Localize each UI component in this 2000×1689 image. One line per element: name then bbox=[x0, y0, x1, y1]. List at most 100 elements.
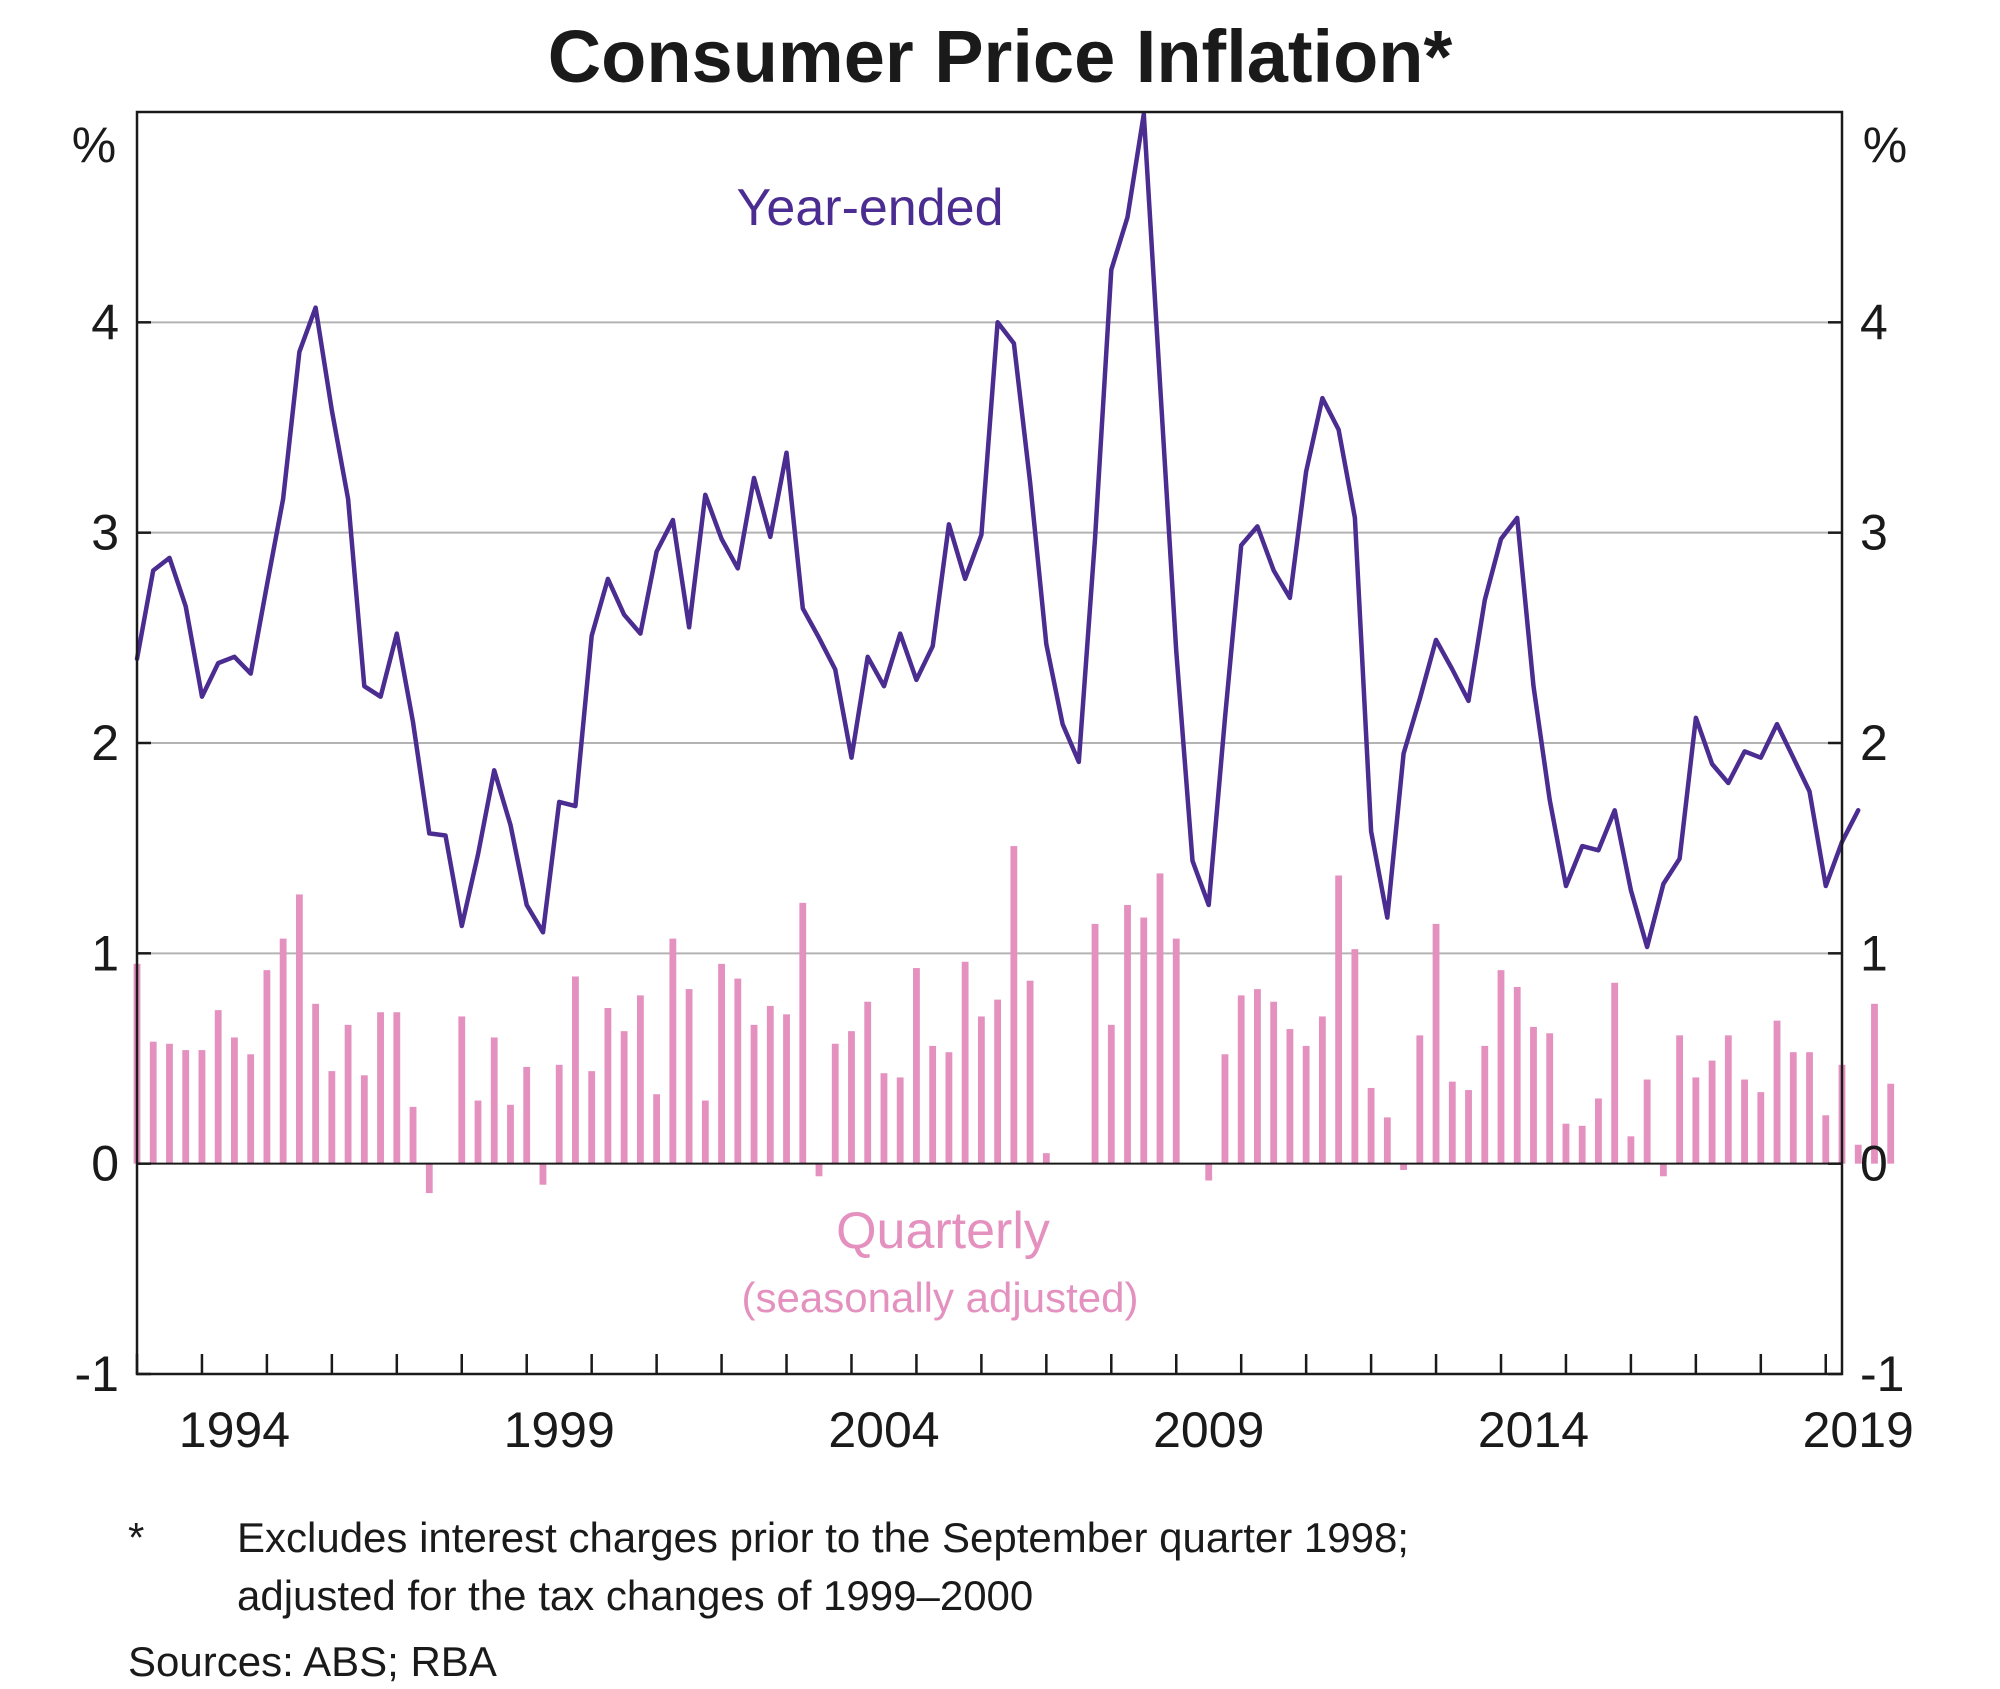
quarterly-bar-12 bbox=[328, 1071, 336, 1164]
quarterly-bar-4 bbox=[198, 1050, 206, 1164]
quarterly-bar-43 bbox=[831, 1043, 839, 1164]
quarterly-bar-83 bbox=[1481, 1045, 1489, 1164]
y-tick-label-left: 2 bbox=[91, 715, 119, 771]
quarterly-bar-77 bbox=[1383, 1117, 1391, 1164]
footnote-marker: * bbox=[128, 1514, 144, 1561]
quarterly-bar-93 bbox=[1643, 1079, 1651, 1164]
quarterly-bar-68 bbox=[1237, 995, 1245, 1164]
x-tick-label-2009: 2009 bbox=[1153, 1402, 1264, 1458]
quarterly-bar-39 bbox=[766, 1005, 774, 1164]
chart-title: Consumer Price Inflation* bbox=[548, 15, 1453, 98]
quarterly-bar-97 bbox=[1708, 1060, 1716, 1164]
quarterly-label: Quarterly bbox=[836, 1202, 1050, 1260]
quarterly-bar-71 bbox=[1286, 1029, 1294, 1164]
quarterly-bar-104 bbox=[1822, 1115, 1830, 1164]
quarterly-bar-48 bbox=[913, 968, 920, 1164]
quarterly-bar-59 bbox=[1091, 923, 1099, 1164]
quarterly-bar-79 bbox=[1416, 1035, 1424, 1164]
quarterly-bar-69 bbox=[1254, 989, 1261, 1164]
quarterly-bar-6 bbox=[231, 1037, 238, 1164]
y-tick-label-left: 0 bbox=[91, 1136, 119, 1192]
quarterly-bar-27 bbox=[572, 976, 579, 1164]
sources-note: Sources: ABS; RBA bbox=[128, 1638, 497, 1685]
x-tick-label-2004: 2004 bbox=[828, 1402, 939, 1458]
quarterly-bar-61 bbox=[1124, 904, 1131, 1164]
quarterly-bar-101 bbox=[1773, 1020, 1781, 1164]
y-tick-label-right: -1 bbox=[1860, 1346, 1904, 1402]
y-tick-label-right: 4 bbox=[1860, 294, 1888, 350]
y-tick-label-right: 0 bbox=[1860, 1136, 1888, 1192]
quarterly-bar-78 bbox=[1400, 1163, 1407, 1170]
quarterly-bar-92 bbox=[1627, 1136, 1635, 1164]
quarterly-bar-100 bbox=[1757, 1092, 1765, 1164]
quarterly-bar-90 bbox=[1595, 1098, 1602, 1164]
y-tick-label-right: 3 bbox=[1860, 505, 1888, 561]
quarterly-bar-21 bbox=[474, 1100, 482, 1164]
quarterly-bar-74 bbox=[1335, 875, 1343, 1164]
quarterly-bar-47 bbox=[896, 1077, 904, 1164]
y-axis-unit-left: % bbox=[72, 117, 116, 173]
quarterly-bar-98 bbox=[1724, 1035, 1732, 1164]
quarterly-bar-1 bbox=[149, 1041, 157, 1164]
quarterly-bar-20 bbox=[458, 1016, 466, 1164]
gridlines bbox=[137, 321, 1842, 955]
quarterly-bar-37 bbox=[734, 978, 742, 1164]
quarterly-bar-62 bbox=[1140, 917, 1148, 1164]
x-tick-label-1999: 1999 bbox=[504, 1402, 615, 1458]
y-tick-label-right: 1 bbox=[1860, 925, 1888, 981]
quarterly-bar-11 bbox=[312, 1003, 320, 1164]
quarterly-bar-76 bbox=[1367, 1087, 1375, 1164]
quarterly-bar-15 bbox=[377, 1012, 384, 1164]
quarterly-bar-80 bbox=[1432, 923, 1440, 1164]
quarterly-bar-52 bbox=[977, 1016, 985, 1164]
quarterly-bar-87 bbox=[1546, 1033, 1554, 1164]
quarterly-bar-7 bbox=[247, 1054, 255, 1164]
quarterly-bar-55 bbox=[1026, 980, 1034, 1164]
quarterly-bar-53 bbox=[994, 999, 1002, 1164]
quarterly-bar-31 bbox=[636, 995, 644, 1164]
quarterly-bar-26 bbox=[555, 1064, 563, 1164]
quarterly-bar-10 bbox=[295, 894, 303, 1164]
quarterly-bar-30 bbox=[620, 1031, 628, 1164]
quarterly-bar-99 bbox=[1741, 1079, 1748, 1164]
y-tick-label-left: 1 bbox=[91, 925, 119, 981]
quarterly-bar-75 bbox=[1351, 949, 1359, 1164]
quarterly-bar-44 bbox=[848, 1031, 855, 1164]
x-tick-label-2014: 2014 bbox=[1478, 1402, 1589, 1458]
quarterly-bar-89 bbox=[1578, 1125, 1586, 1164]
quarterly-bar-34 bbox=[685, 989, 693, 1164]
quarterly-bar-41 bbox=[799, 902, 807, 1164]
quarterly-bar-81 bbox=[1448, 1081, 1456, 1164]
quarterly-bar-56 bbox=[1042, 1153, 1050, 1164]
quarterly-bar-86 bbox=[1530, 1026, 1537, 1164]
quarterly-bar-45 bbox=[864, 1001, 872, 1164]
quarterly-bar-70 bbox=[1270, 1001, 1278, 1164]
quarterly-bar-73 bbox=[1318, 1016, 1326, 1164]
year-ended-line bbox=[134, 111, 1861, 950]
axis-ticks: 4 4 3 3 2 2 1 1 0 0 -1 -1 1994 1999 2004 2009 2014 2019 bbox=[75, 294, 1914, 1458]
quarterly-bar-5 bbox=[214, 1010, 222, 1164]
quarterly-bar-67 bbox=[1221, 1054, 1229, 1164]
quarterly-bar-108 bbox=[1887, 1083, 1895, 1164]
quarterly-bar-42 bbox=[815, 1163, 823, 1177]
quarterly-bar-64 bbox=[1172, 938, 1180, 1164]
quarterly-bar-106 bbox=[1854, 1144, 1862, 1164]
quarterly-bar-51 bbox=[961, 961, 969, 1164]
quarterly-bar-13 bbox=[344, 1024, 352, 1164]
quarterly-bar-107 bbox=[1871, 1003, 1878, 1164]
year-ended-series bbox=[134, 111, 1861, 950]
quarterly-bar-49 bbox=[929, 1045, 937, 1164]
footnote-line-1: Excludes interest charges prior to the S… bbox=[237, 1514, 1409, 1561]
quarterly-bar-95 bbox=[1676, 1035, 1684, 1164]
quarterly-bar-16 bbox=[393, 1012, 401, 1164]
quarterly-bar-84 bbox=[1497, 970, 1505, 1164]
quarterly-bar-22 bbox=[490, 1037, 498, 1164]
quarterly-bars bbox=[133, 846, 1895, 1194]
quarterly-bar-40 bbox=[783, 1014, 790, 1164]
quarterly-bar-8 bbox=[263, 970, 271, 1164]
y-tick-label-left: 4 bbox=[91, 294, 119, 350]
x-tick-label-2019: 2019 bbox=[1803, 1402, 1914, 1458]
quarterly-bar-23 bbox=[507, 1104, 514, 1164]
quarterly-bar-60 bbox=[1107, 1024, 1115, 1164]
